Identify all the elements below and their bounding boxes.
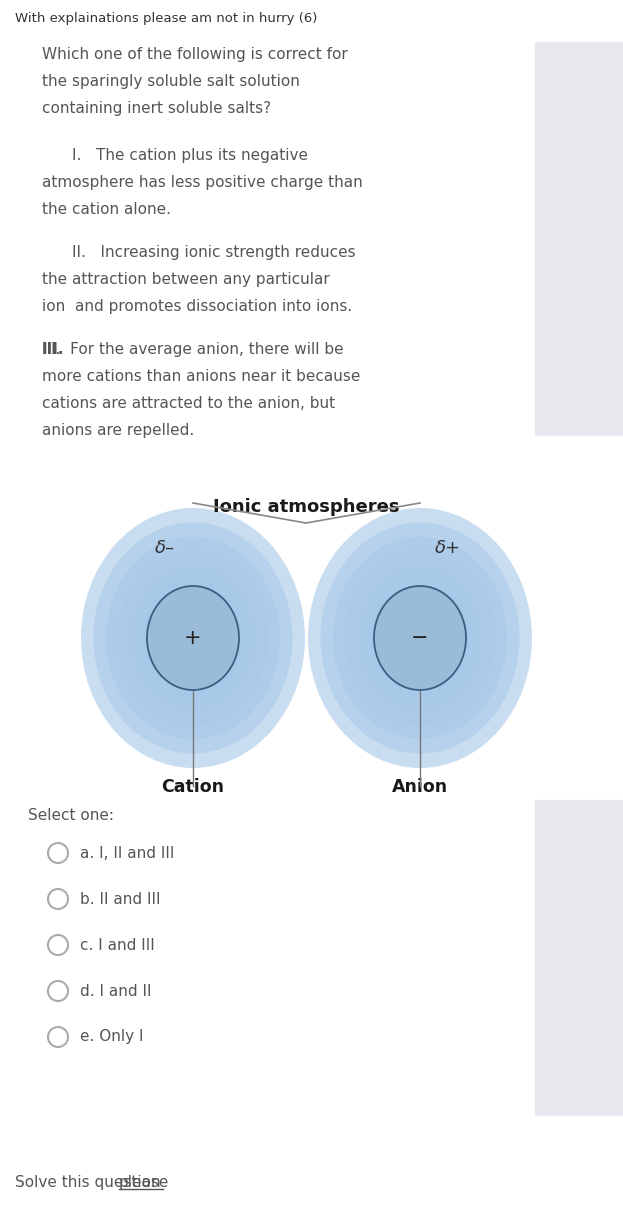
Ellipse shape [181, 623, 206, 652]
Ellipse shape [131, 566, 255, 710]
Text: Select one:: Select one: [28, 808, 114, 823]
Text: I.   The cation plus its negative: I. The cation plus its negative [72, 148, 308, 163]
Text: Solve this question: Solve this question [15, 1175, 166, 1189]
Text: containing inert soluble salts?: containing inert soluble salts? [42, 100, 271, 116]
Ellipse shape [93, 523, 293, 754]
Ellipse shape [81, 508, 305, 768]
Text: the sparingly soluble salt solution: the sparingly soluble salt solution [42, 74, 300, 90]
Text: d. I and II: d. I and II [80, 984, 151, 998]
Ellipse shape [407, 623, 432, 652]
Circle shape [48, 935, 68, 955]
Circle shape [48, 981, 68, 1001]
Ellipse shape [395, 609, 445, 667]
Text: II.   Increasing ionic strength reduces: II. Increasing ionic strength reduces [72, 244, 356, 260]
Ellipse shape [320, 523, 520, 754]
Text: III.  For the average anion, there will be: III. For the average anion, there will b… [42, 342, 344, 357]
Circle shape [48, 889, 68, 909]
Text: a. I, II and III: a. I, II and III [80, 846, 174, 860]
Ellipse shape [118, 552, 268, 725]
Text: the cation alone.: the cation alone. [42, 202, 171, 217]
Text: δ+: δ+ [435, 540, 461, 558]
Text: cations are attracted to the anion, but: cations are attracted to the anion, but [42, 396, 335, 411]
Bar [535, 42, 623, 436]
Text: c. I and III: c. I and III [80, 938, 155, 952]
Text: atmosphere has less positive charge than: atmosphere has less positive charge than [42, 175, 363, 190]
Text: more cations than anions near it because: more cations than anions near it because [42, 369, 360, 384]
Ellipse shape [383, 594, 457, 681]
Text: please: please [119, 1175, 169, 1189]
Circle shape [48, 1027, 68, 1047]
Ellipse shape [358, 566, 482, 710]
Ellipse shape [143, 581, 243, 696]
Text: the attraction between any particular: the attraction between any particular [42, 272, 330, 287]
Text: anions are repelled.: anions are repelled. [42, 424, 194, 438]
Text: Which one of the following is correct for: Which one of the following is correct fo… [42, 47, 348, 62]
Text: δ–: δ– [155, 540, 175, 558]
Text: With explainations please am not in hurry (6): With explainations please am not in hurr… [15, 12, 317, 25]
Ellipse shape [147, 586, 239, 690]
Text: Cation: Cation [161, 778, 224, 796]
Ellipse shape [370, 581, 470, 696]
Text: +: + [184, 628, 202, 649]
Text: Anion: Anion [392, 778, 448, 796]
Ellipse shape [308, 508, 532, 768]
Ellipse shape [333, 537, 507, 739]
Ellipse shape [345, 552, 495, 725]
Text: ion  and promotes dissociation into ions.: ion and promotes dissociation into ions. [42, 299, 352, 315]
Text: e. Only I: e. Only I [80, 1030, 143, 1044]
Circle shape [48, 843, 68, 863]
Text: −: − [411, 628, 429, 649]
Text: III.: III. [42, 342, 65, 357]
Text: Ionic atmospheres: Ionic atmospheres [212, 499, 399, 515]
Text: b. II and III: b. II and III [80, 892, 161, 906]
Ellipse shape [168, 609, 218, 667]
Ellipse shape [156, 594, 231, 681]
Bar [535, 800, 623, 1114]
Ellipse shape [106, 537, 280, 739]
Ellipse shape [374, 586, 466, 690]
